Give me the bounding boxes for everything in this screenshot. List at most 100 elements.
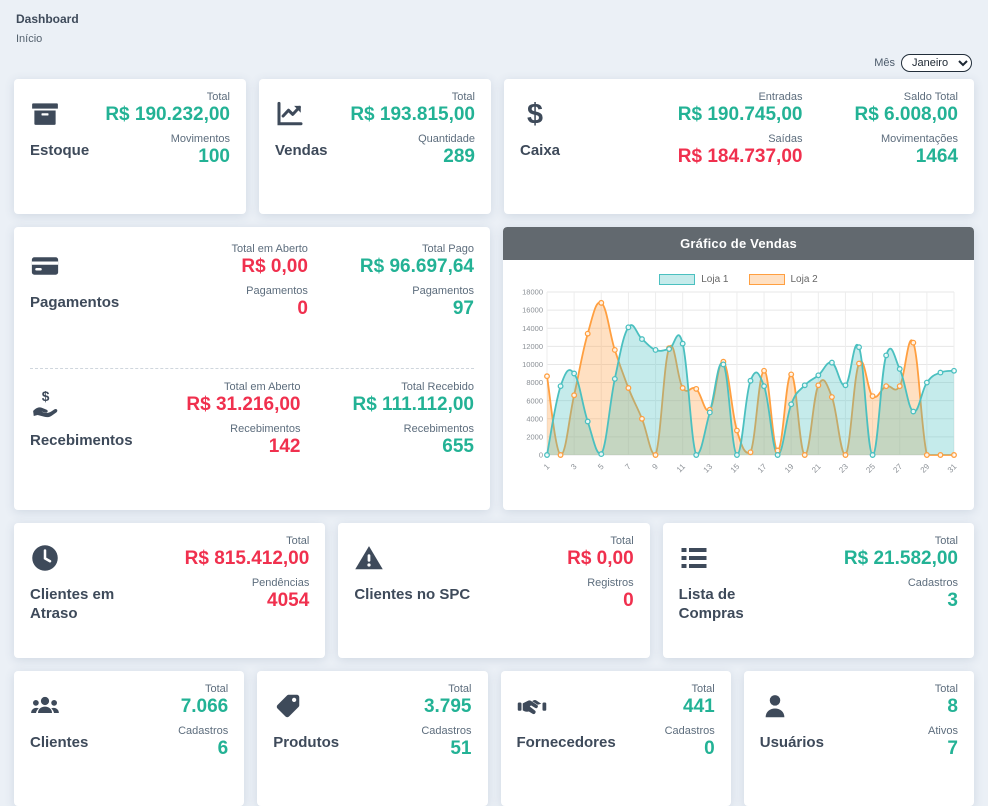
- stat-value: 441: [683, 696, 715, 717]
- stat-value: 3.795: [423, 696, 472, 717]
- svg-text:7: 7: [623, 462, 633, 472]
- recebimentos-section: $ Recebimentos Total em Aberto R$ 31.216…: [30, 369, 474, 506]
- month-filter: Mês Janeiro: [16, 54, 972, 72]
- stat-value: 0: [623, 589, 634, 611]
- card-caixa: $ Caixa Entradas R$ 190.745,00 Saídas R$…: [504, 79, 974, 214]
- handshake-icon: [517, 691, 547, 721]
- svg-text:8000: 8000: [526, 378, 543, 387]
- svg-text:19: 19: [783, 462, 796, 475]
- svg-text:0: 0: [539, 451, 543, 460]
- stat-value: R$ 21.582,00: [843, 548, 958, 569]
- list-icon: [679, 543, 709, 573]
- stat-value: 51: [450, 737, 472, 759]
- dollar-icon: $: [520, 99, 550, 129]
- page-header: Dashboard Início: [14, 10, 974, 45]
- svg-text:1: 1: [542, 462, 552, 472]
- stat-label: Pagamentos: [246, 284, 308, 297]
- stat-value: R$ 31.216,00: [186, 394, 301, 415]
- stat-label: Saldo Total: [903, 91, 958, 103]
- card-clientes: Clientes Total 7.066 Cadastros 6: [14, 671, 245, 806]
- svg-text:4000: 4000: [526, 414, 543, 423]
- svg-text:3: 3: [569, 462, 579, 472]
- page-title: Dashboard: [16, 12, 79, 26]
- stat-value: R$ 190.232,00: [105, 104, 230, 125]
- stat-label: Cadastros: [907, 576, 958, 589]
- month-select[interactable]: Janeiro: [901, 54, 972, 72]
- legend-item-loja-2[interactable]: Loja 2: [748, 274, 818, 285]
- card-usuarios: Usuários Total 8 Ativos 7: [743, 671, 974, 806]
- stat-label: Total: [206, 91, 230, 103]
- card-clientes-atraso-title: Clientes em Atraso: [30, 586, 115, 622]
- svg-text:31: 31: [946, 462, 959, 475]
- legend-item-loja-1[interactable]: Loja 1: [659, 274, 729, 285]
- svg-text:18000: 18000: [522, 288, 543, 297]
- stat-label: Total em Aberto: [231, 243, 308, 255]
- stat-label: Total: [934, 535, 958, 547]
- stat-label: Total Recebido: [401, 381, 474, 393]
- stat-value: 6: [217, 737, 229, 759]
- stat-label: Total Pago: [422, 243, 474, 255]
- stat-value: R$ 6.008,00: [854, 104, 958, 125]
- summary-row-4: Clientes Total 7.066 Cadastros 6 Produto…: [14, 671, 974, 806]
- card-fornecedores: Fornecedores Total 441 Cadastros 0: [500, 671, 731, 806]
- stat-value: 0: [704, 737, 715, 759]
- svg-text:11: 11: [675, 462, 688, 475]
- legend-label: Loja 2: [790, 274, 818, 285]
- stat-value: 1464: [915, 145, 958, 167]
- card-vendas-title: Vendas: [275, 142, 328, 159]
- stat-label: Cadastros: [421, 724, 472, 737]
- dashed-divider: [30, 368, 474, 369]
- stat-label: Quantidade: [418, 132, 475, 145]
- stat-value: R$ 184.737,00: [677, 145, 803, 167]
- card-clientes-title: Clientes: [30, 734, 89, 751]
- stat-value: 7: [947, 737, 958, 759]
- svg-text:15: 15: [729, 462, 742, 475]
- card-clientes-spc-title: Clientes no SPC: [354, 586, 471, 603]
- card-lista-compras-title: Lista de Compras: [678, 586, 744, 622]
- stat-label: Total: [448, 683, 472, 695]
- stat-label: Pagamentos: [412, 284, 474, 297]
- card-clientes-spc: Clientes no SPC Total R$ 0,00 Registros …: [338, 523, 650, 658]
- stat-label: Movimentos: [170, 132, 230, 145]
- stat-value: 3: [947, 589, 958, 611]
- svg-text:25: 25: [864, 462, 877, 475]
- svg-text:29: 29: [919, 462, 932, 475]
- stat-label: Recebimentos: [230, 422, 301, 435]
- legend-swatch: [659, 274, 696, 285]
- card-usuarios-title: Usuários: [759, 734, 824, 751]
- stat-value: R$ 111.112,00: [352, 394, 474, 415]
- stat-label: Saídas: [768, 132, 803, 145]
- stat-label: Cadastros: [178, 724, 229, 737]
- line-chart-icon: [275, 99, 305, 129]
- svg-text:$: $: [527, 99, 543, 129]
- stat-label: Total: [610, 535, 634, 547]
- stat-label: Total: [934, 683, 958, 695]
- stat-label: Ativos: [928, 724, 958, 737]
- stat-label: Movimentações: [880, 132, 958, 145]
- credit-card-icon: [30, 251, 60, 281]
- stat-value: R$ 190.745,00: [677, 104, 803, 125]
- stat-label: Total em Aberto: [224, 381, 301, 393]
- clock-icon: [30, 543, 60, 573]
- legend-label: Loja 1: [701, 274, 729, 285]
- summary-row-2: Pagamentos Total em Aberto R$ 0,00 Pagam…: [14, 227, 974, 510]
- stat-label: Cadastros: [664, 724, 715, 737]
- chart-title-bar: Gráfico de Vendas: [503, 227, 974, 260]
- svg-text:2000: 2000: [526, 432, 543, 441]
- stat-label: Registros: [587, 576, 634, 589]
- svg-text:21: 21: [810, 462, 823, 475]
- stat-value: R$ 815.412,00: [184, 548, 310, 569]
- card-clientes-atraso: Clientes em Atraso Total R$ 815.412,00 P…: [14, 523, 326, 658]
- card-estoque-title: Estoque: [30, 142, 90, 159]
- svg-text:17: 17: [756, 462, 769, 475]
- card-pagamentos-title: Pagamentos: [30, 294, 120, 311]
- card-recebimentos-title: Recebimentos: [30, 432, 133, 449]
- summary-row-3: Clientes em Atraso Total R$ 815.412,00 P…: [14, 523, 974, 658]
- stat-value: 7.066: [180, 696, 229, 717]
- card-lista-compras: Lista de Compras Total R$ 21.582,00 Cada…: [662, 523, 974, 658]
- users-icon: [30, 691, 60, 721]
- user-icon: [760, 691, 790, 721]
- legend-swatch: [748, 274, 785, 285]
- stat-label: Entradas: [758, 91, 803, 103]
